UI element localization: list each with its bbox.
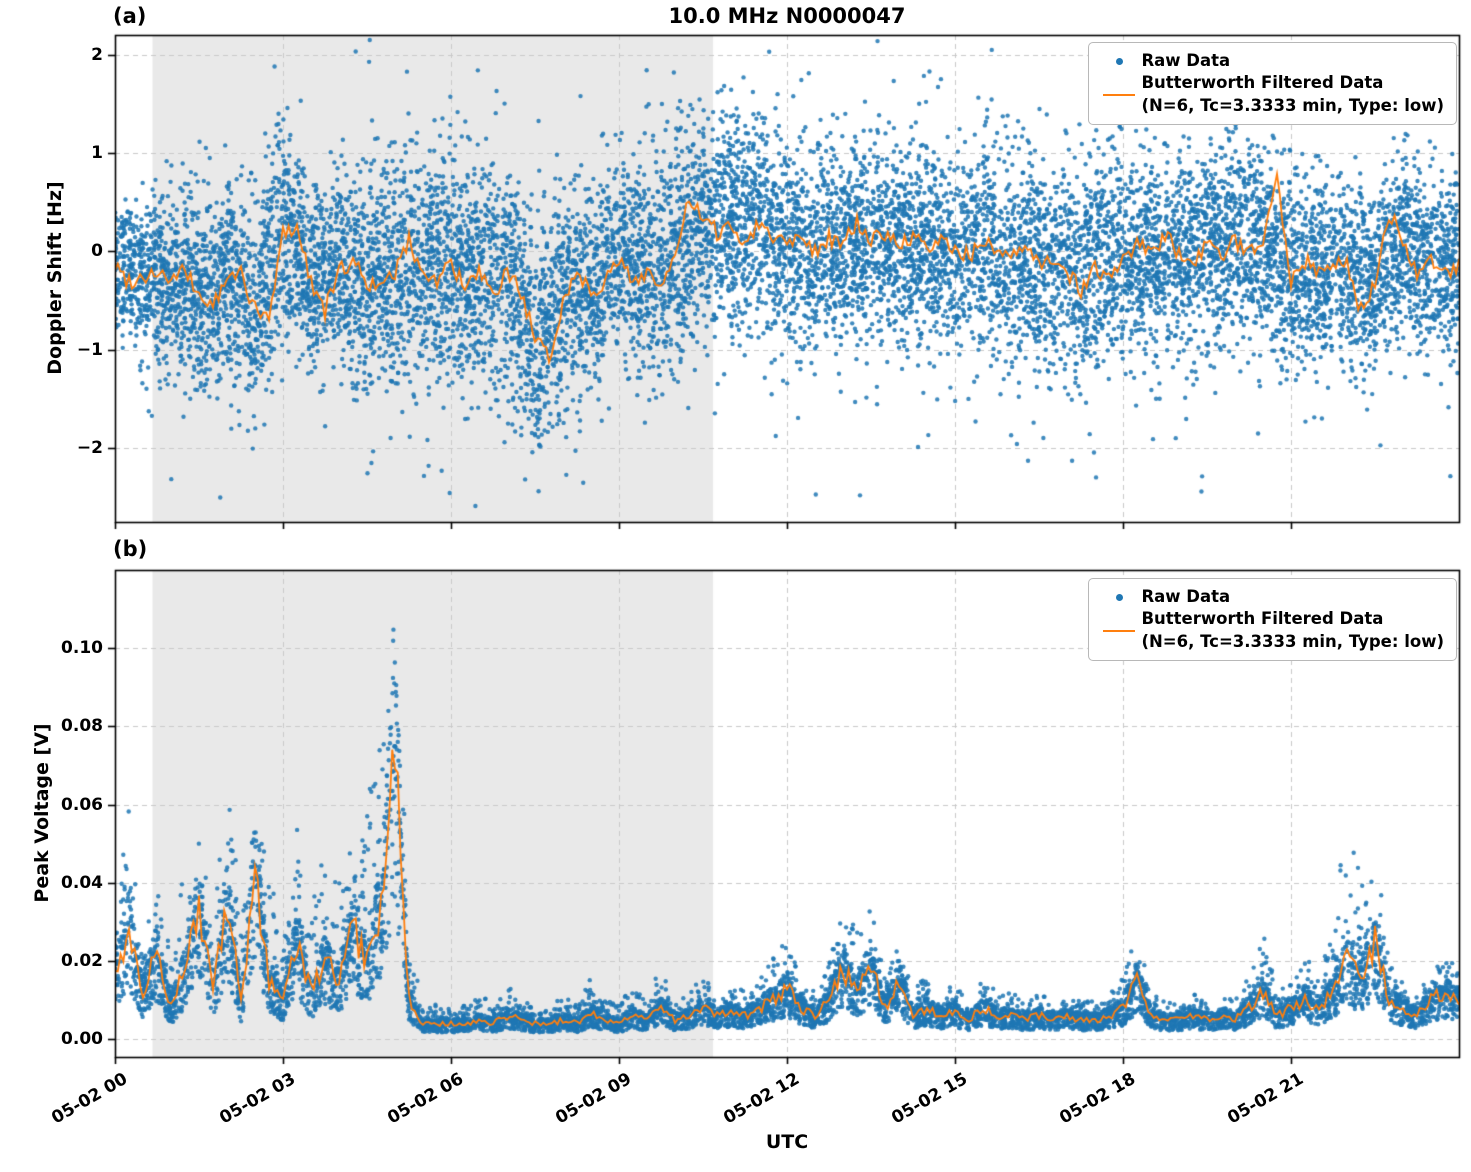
y-tick-label: 0.00	[61, 1029, 103, 1050]
legend-filtered-title: Butterworth Filtered Data	[1141, 73, 1384, 93]
raw-data-dot-icon	[1097, 593, 1141, 601]
y-tick-label: 0.06	[61, 794, 103, 815]
legend-panel-b: Raw Data Butterworth Filtered Data (N=6,…	[1088, 578, 1457, 661]
y-tick-label: 0.10	[61, 638, 103, 659]
y-tick-label: 1	[91, 143, 103, 164]
legend-filtered-label: Butterworth Filtered Data (N=6, Tc=3.333…	[1141, 608, 1444, 653]
y-tick-label: 0.08	[61, 716, 103, 737]
legend-raw-label: Raw Data	[1141, 51, 1231, 70]
legend-filtered-params: (N=6, Tc=3.3333 min, Type: low)	[1141, 95, 1444, 115]
y-tick-label: 0.02	[61, 951, 103, 972]
panel-b-label: (b)	[113, 537, 148, 561]
legend-raw-label: Raw Data	[1141, 587, 1231, 606]
filtered-line-icon	[1097, 629, 1141, 632]
raw-data-dot-icon	[1097, 57, 1141, 65]
y-tick-label: 0	[91, 241, 103, 262]
x-axis-label-utc: UTC	[765, 1131, 809, 1153]
y-tick-label: −2	[76, 438, 103, 459]
legend-filtered-label: Butterworth Filtered Data (N=6, Tc=3.333…	[1141, 72, 1444, 117]
y-axis-label-voltage: Peak Voltage [V]	[31, 723, 53, 903]
panel-a-label: (a)	[113, 4, 147, 28]
legend-filtered-title: Butterworth Filtered Data	[1141, 609, 1384, 629]
chart-title: 10.0 MHz N0000047	[668, 4, 906, 28]
filtered-line-icon	[1097, 93, 1141, 96]
legend-panel-a: Raw Data Butterworth Filtered Data (N=6,…	[1088, 42, 1457, 125]
y-tick-label: 0.04	[61, 872, 103, 893]
y-tick-label: −1	[76, 339, 103, 360]
y-axis-label-doppler: Doppler Shift [Hz]	[44, 181, 66, 375]
y-tick-label: 2	[91, 44, 103, 65]
legend-filtered-params: (N=6, Tc=3.3333 min, Type: low)	[1141, 631, 1444, 651]
